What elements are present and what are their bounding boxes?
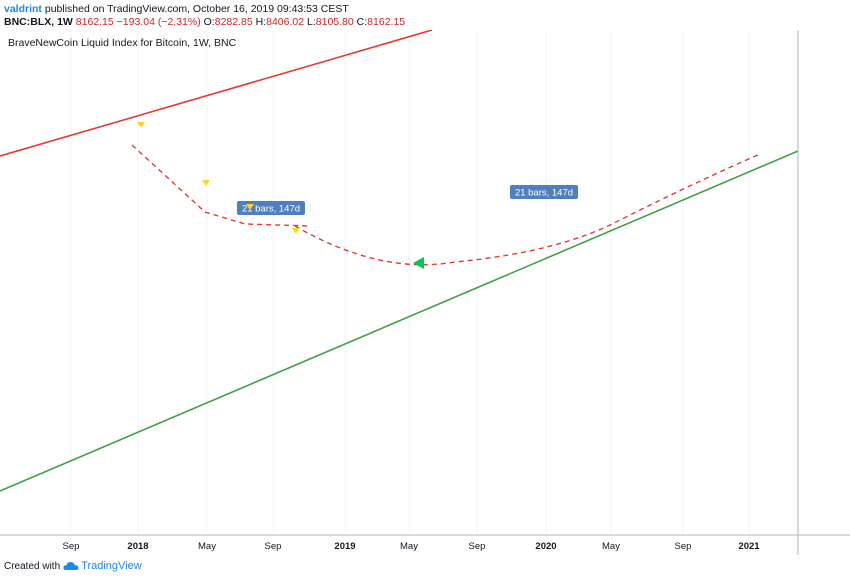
symbol-interval[interactable]: BNC:BLX, 1W bbox=[4, 16, 73, 28]
tradingview-logo-text: TradingView bbox=[81, 560, 142, 572]
x-tick-label: Sep bbox=[265, 541, 282, 552]
open-label: O: bbox=[203, 16, 215, 28]
date-range-label-bg bbox=[510, 185, 578, 199]
footer: Created with TradingView bbox=[4, 560, 142, 572]
descending-dashed-line[interactable] bbox=[131, 144, 311, 227]
down-triangle-marker-icon bbox=[137, 122, 145, 128]
price-change: −193.04 (−2.31%) bbox=[116, 16, 201, 28]
bottom-arc-dashed-curve[interactable] bbox=[294, 153, 761, 266]
high-label: H: bbox=[255, 16, 267, 28]
date-range-label-bg bbox=[237, 201, 305, 215]
green-arrow-icon bbox=[413, 257, 424, 269]
cloud-icon bbox=[63, 562, 79, 570]
ohlc-legend: BNC:BLX, 1W 8162.15 −193.04 (−2.31%) O:8… bbox=[4, 16, 405, 28]
open-value: 8282.85 bbox=[214, 16, 253, 28]
grid bbox=[70, 30, 750, 535]
tradingview-logo[interactable]: TradingView bbox=[63, 560, 142, 572]
chart-header: valdrint published on TradingView.com, O… bbox=[0, 0, 850, 30]
publish-info: valdrint published on TradingView.com, O… bbox=[4, 3, 349, 15]
date-range-label: 21 bars, 147d bbox=[242, 204, 300, 215]
x-tick-label: Sep bbox=[675, 541, 692, 552]
created-with-text: Created with bbox=[4, 560, 61, 572]
resistance-trendline[interactable] bbox=[0, 30, 433, 157]
low-value: 8105.80 bbox=[315, 16, 354, 28]
close-value: 8162.15 bbox=[367, 16, 406, 28]
high-value: 8406.02 bbox=[266, 16, 305, 28]
plot-area[interactable] bbox=[0, 30, 798, 535]
time-axis[interactable]: Sep 2018 May Sep 2019 May Sep 2020 May Sep 2021 bbox=[63, 541, 761, 552]
price-chart[interactable]: 21 bars, 147d 21 bars, 147d BraveNewCoin … bbox=[0, 30, 850, 556]
x-tick-label: 2018 bbox=[127, 541, 148, 552]
x-tick-label: Sep bbox=[469, 541, 486, 552]
down-triangle-marker-icon bbox=[202, 180, 210, 186]
drawings-layer bbox=[0, 30, 799, 492]
x-tick-label: Sep bbox=[63, 541, 80, 552]
published-text: published on TradingView.com, October 16… bbox=[44, 3, 349, 15]
chart-title: BraveNewCoin Liquid Index for Bitcoin, 1… bbox=[8, 37, 237, 49]
drawings-front: 21 bars, 147d 21 bars, 147d bbox=[137, 122, 578, 269]
x-tick-label: May bbox=[400, 541, 418, 552]
date-range-label: 21 bars, 147d bbox=[515, 188, 573, 199]
down-triangle-marker-icon bbox=[246, 204, 254, 210]
x-tick-label: May bbox=[602, 541, 620, 552]
x-tick-label: May bbox=[198, 541, 216, 552]
x-tick-label: 2021 bbox=[738, 541, 760, 552]
support-trendline[interactable] bbox=[0, 150, 799, 492]
last-price: 8162.15 bbox=[75, 16, 114, 28]
x-tick-label: 2019 bbox=[334, 541, 355, 552]
down-triangle-marker-icon bbox=[292, 228, 300, 234]
x-tick-label: 2020 bbox=[535, 541, 556, 552]
low-label: L: bbox=[307, 16, 316, 28]
close-label: C: bbox=[356, 16, 368, 28]
author-link[interactable]: valdrint bbox=[4, 3, 42, 15]
